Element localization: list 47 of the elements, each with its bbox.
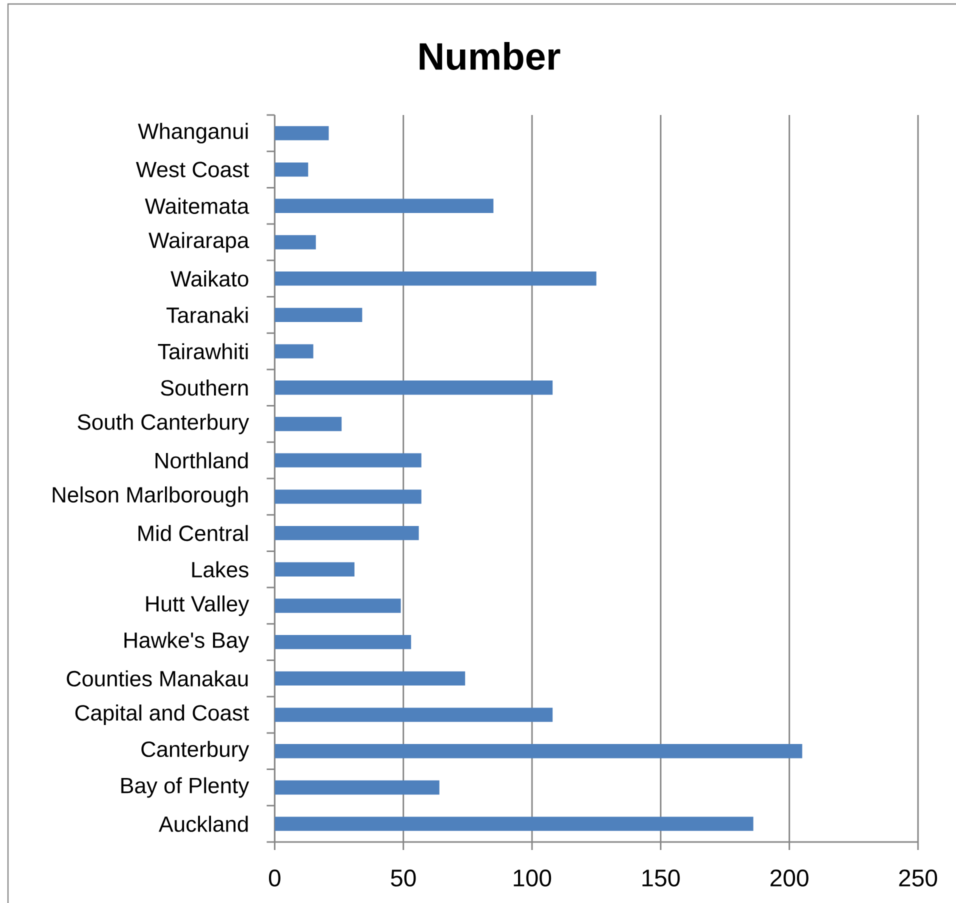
bar xyxy=(274,598,401,613)
bar xyxy=(274,380,553,395)
bar xyxy=(274,526,419,540)
x-tick-label: 150 xyxy=(642,870,680,887)
y-tick-label: Canterbury xyxy=(141,740,250,762)
bar xyxy=(274,816,754,831)
bar xyxy=(274,416,342,432)
y-tick-label: Counties Manakau xyxy=(66,670,248,687)
y-tick-label: Lakes xyxy=(192,561,248,578)
bar xyxy=(274,308,362,322)
bar xyxy=(274,162,308,177)
y-tick-label: Auckland xyxy=(158,816,248,832)
chart-title: Number xyxy=(420,42,560,70)
y-tick-label: West Coast xyxy=(136,162,249,178)
bar xyxy=(274,490,422,504)
x-tick-label: 100 xyxy=(514,870,552,887)
x-tick-label: 50 xyxy=(390,870,416,887)
y-tick-label: Mid Central xyxy=(138,524,248,542)
y-tick-label: Bay of Plenty xyxy=(121,777,250,798)
bar xyxy=(274,634,412,650)
bar xyxy=(274,708,553,722)
y-tick-label: Capital and Coast xyxy=(75,704,249,726)
y-tick-label: Waikato xyxy=(170,270,248,287)
y-tick-label: Southern xyxy=(160,380,248,396)
y-tick-label: Hutt Valley xyxy=(146,595,250,616)
y-tick-label: Wairarapa xyxy=(148,232,250,252)
y-tick-label: Whanganui xyxy=(138,122,248,144)
x-tick-label: 250 xyxy=(899,870,938,887)
y-tick-label: Taranaki xyxy=(166,306,248,324)
y-tick-label: Waitemata xyxy=(144,198,250,214)
bar xyxy=(274,780,440,795)
bar xyxy=(274,271,596,286)
x-tick-label: 200 xyxy=(770,870,808,887)
y-tick-label: South Canterbury xyxy=(78,414,250,434)
y-tick-label: Nelson Marlborough xyxy=(52,486,248,507)
bar xyxy=(274,126,329,140)
y-tick-label: Tairawhiti xyxy=(158,343,248,360)
bar xyxy=(274,671,466,686)
x-tick-label: 0 xyxy=(268,870,280,887)
y-tick-label: Hawke's Bay xyxy=(124,632,250,652)
y-tick-label: Northland xyxy=(156,452,248,468)
bar xyxy=(274,235,316,250)
bar xyxy=(274,344,314,358)
bar xyxy=(274,198,494,213)
bar xyxy=(274,744,802,758)
bar xyxy=(274,453,422,468)
bar xyxy=(274,562,354,576)
